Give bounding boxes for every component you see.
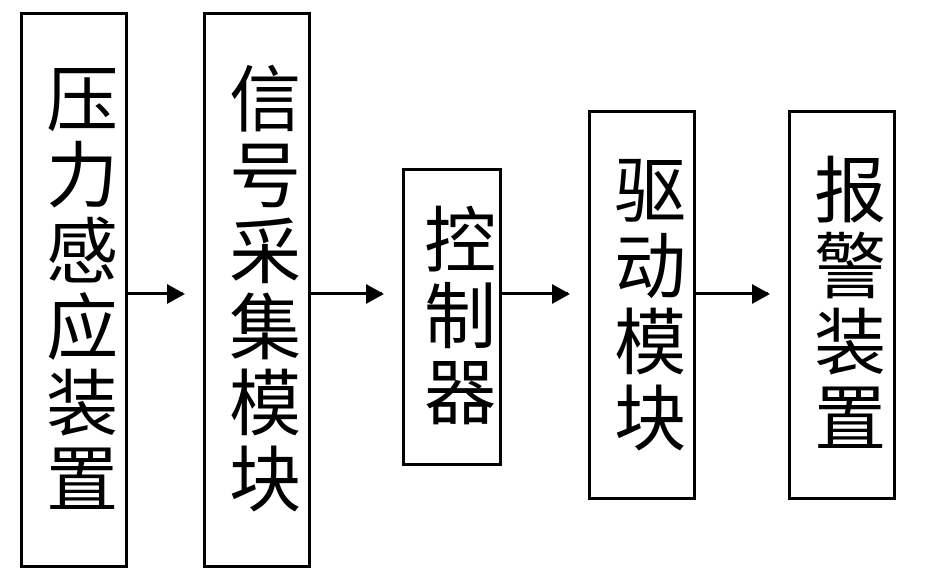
node-label: 报警装置: [802, 153, 881, 457]
edge-arrow: [696, 292, 768, 295]
node-signal-acquisition-module: 信号采集模块: [203, 12, 311, 568]
edge-arrow: [128, 292, 183, 295]
edge-arrow: [502, 292, 568, 295]
node-label: 控制器: [412, 203, 491, 431]
node-controller: 控制器: [402, 168, 502, 466]
node-pressure-sensing-device: 压力感应装置: [20, 12, 128, 568]
node-label: 压力感应装置: [34, 62, 113, 518]
node-alarm-device: 报警装置: [788, 110, 896, 500]
edge-arrow: [311, 292, 382, 295]
node-label: 驱动模块: [602, 153, 681, 457]
node-drive-module: 驱动模块: [588, 110, 696, 500]
node-label: 信号采集模块: [217, 62, 296, 518]
